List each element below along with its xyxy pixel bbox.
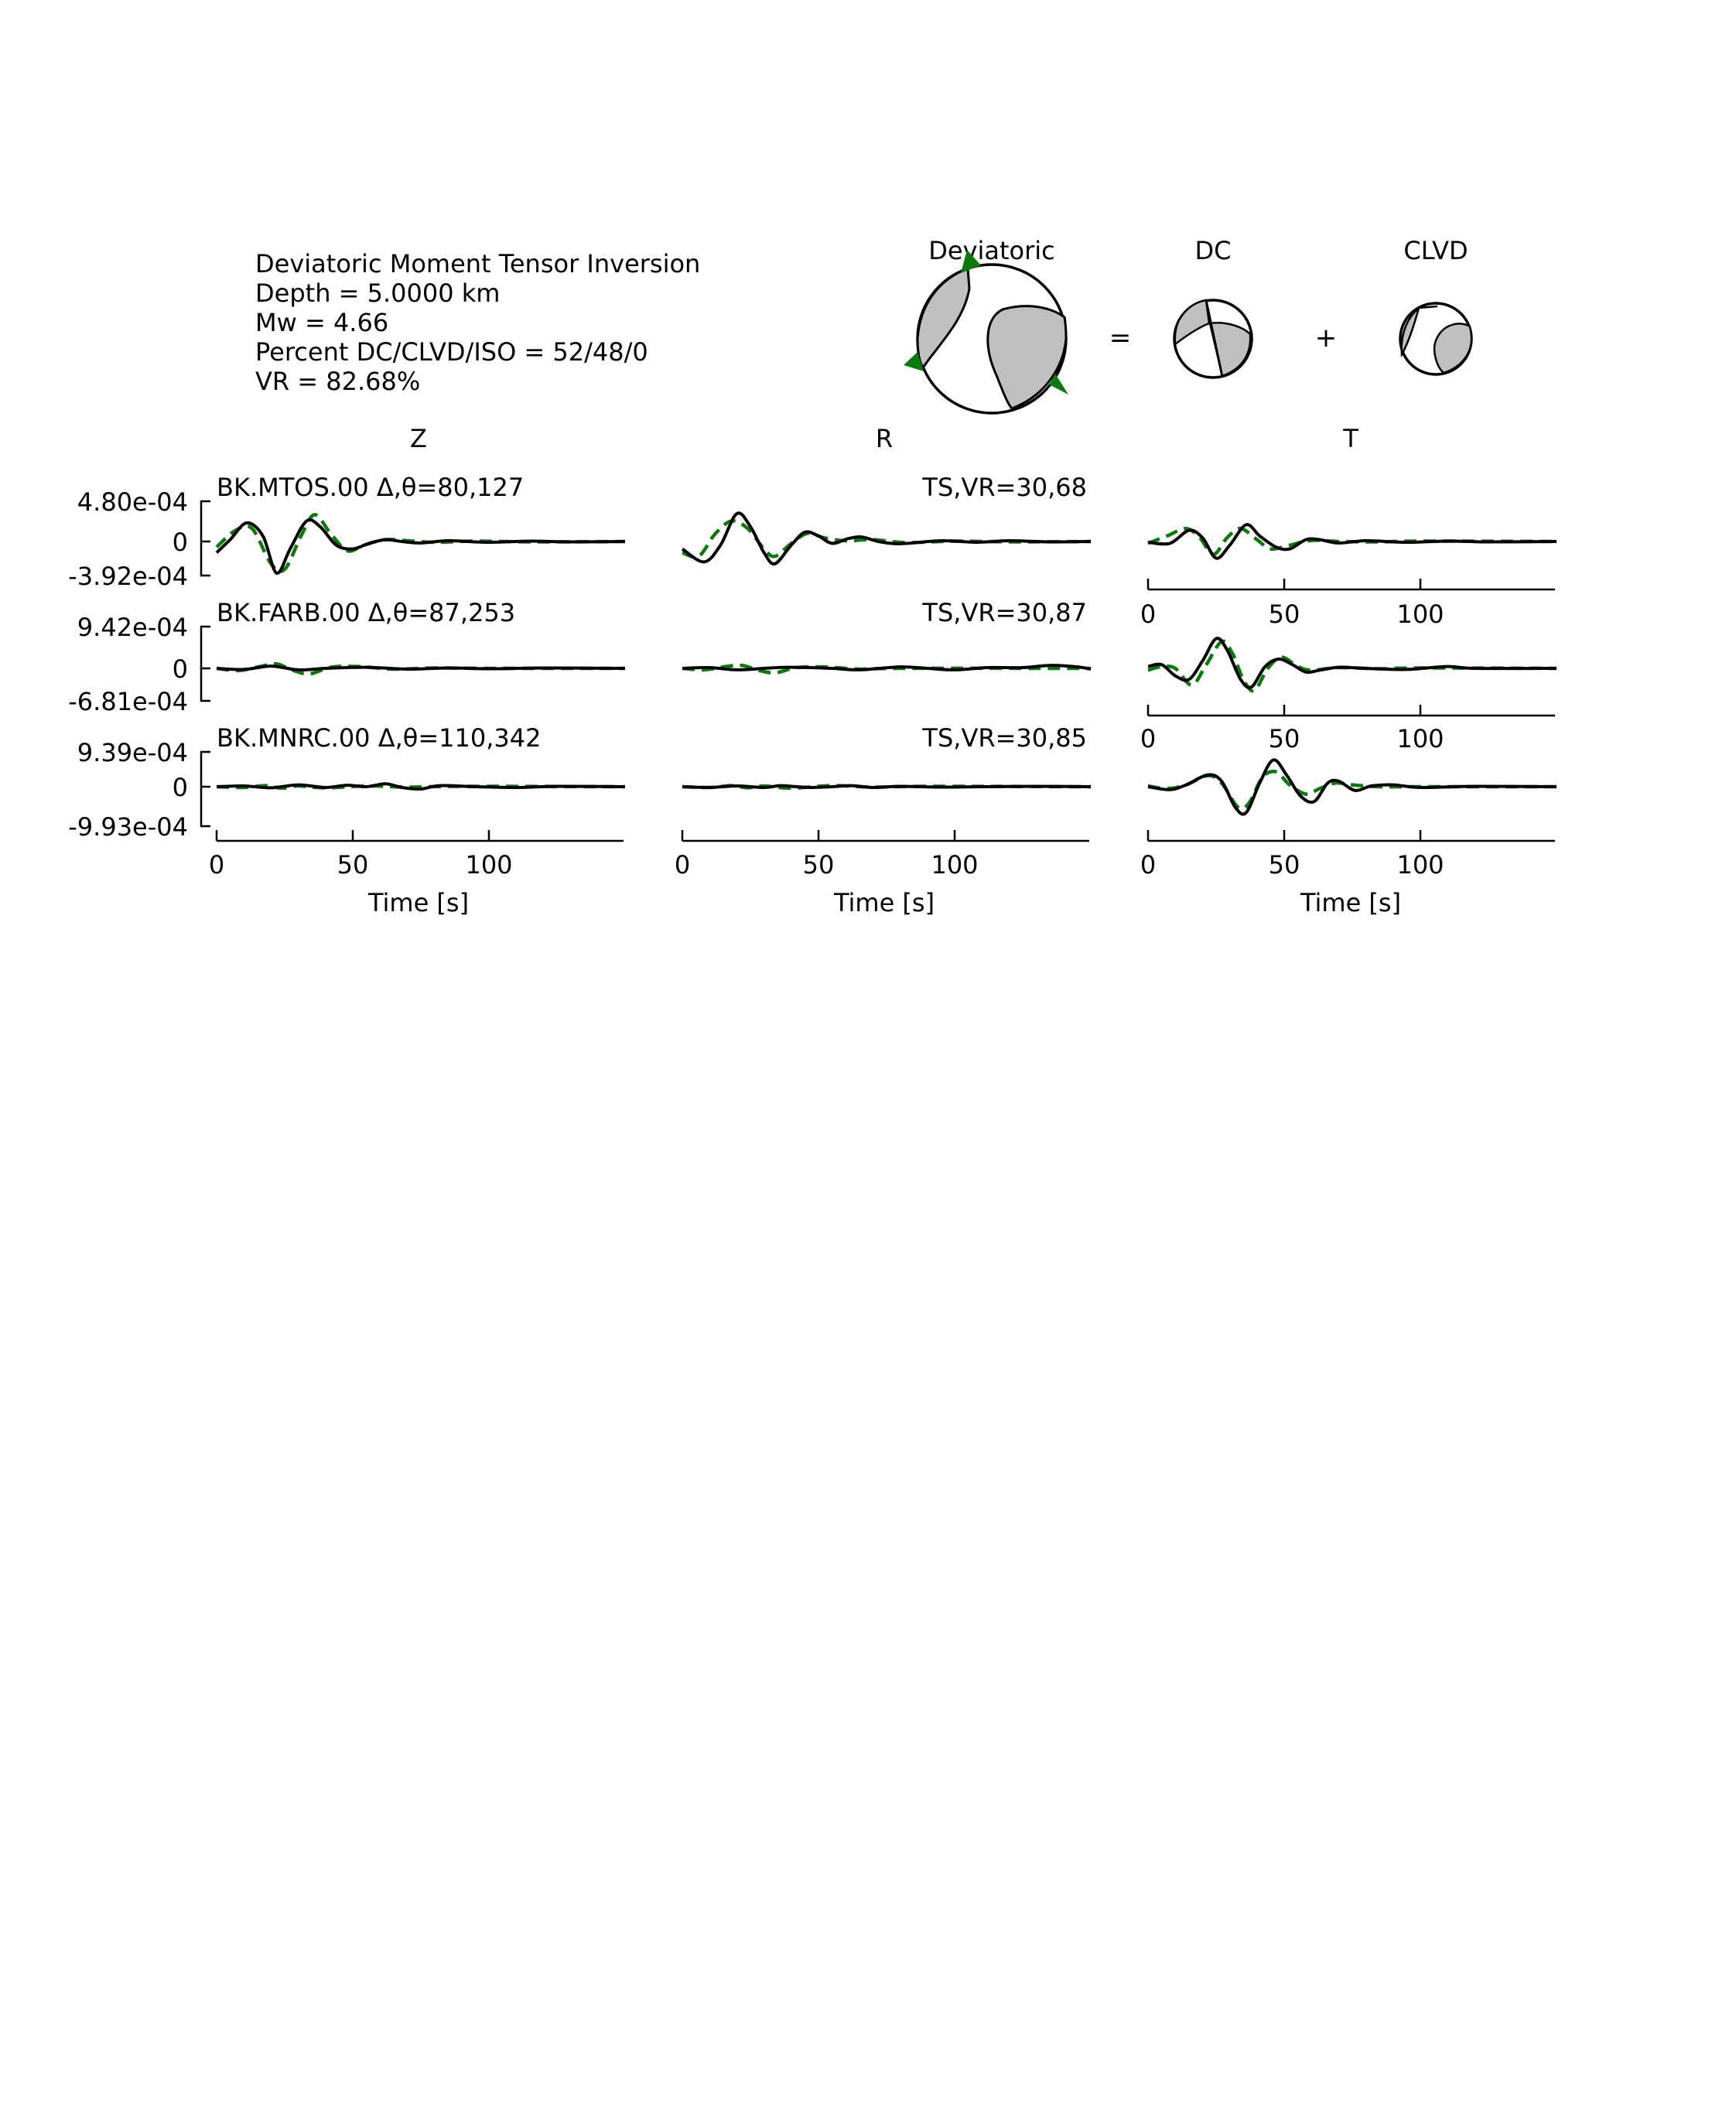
ytick-mtos-min: -3.92e-04 <box>68 562 188 591</box>
trace-observed-mnrc-z <box>216 782 626 791</box>
station-marker-top <box>961 250 981 273</box>
ytick-mtos-zero: 0 <box>173 528 188 557</box>
xtick-t2-100: 100 <box>1396 724 1444 753</box>
x-axis-t-row1: 0 50 100 <box>1140 579 1555 629</box>
dc-title: DC <box>1195 236 1232 265</box>
xtick-r-0: 0 <box>675 850 690 880</box>
trace-observed-farb-t <box>1147 637 1557 689</box>
trace-observed-mnrc-r <box>682 784 1092 790</box>
xtick-t3-100: 100 <box>1396 850 1444 880</box>
xlabel-z: Time [s] <box>367 888 469 917</box>
component-header-t: T <box>1342 424 1358 453</box>
xlabel-t: Time [s] <box>1300 888 1401 917</box>
station-label-mtos: BK.MTOS.00 Δ,θ=80,127 <box>217 473 524 502</box>
xtick-z-50: 50 <box>337 850 369 880</box>
trace-observed-farb-r <box>682 664 1092 671</box>
xtick-r-50: 50 <box>803 850 835 880</box>
deviatoric-title: Deviatoric <box>928 236 1055 265</box>
trace-observed-mnrc-t <box>1147 758 1557 816</box>
xtick-t1-100: 100 <box>1396 600 1444 629</box>
trace-observed-mtos-r <box>681 511 1092 565</box>
xtick-t2-50: 50 <box>1269 724 1300 753</box>
station-label-farb: BK.FARB.00 Δ,θ=87,253 <box>217 598 515 627</box>
fit-label-farb: TS,VR=30,87 <box>921 598 1087 627</box>
ytick-farb-min: -6.81e-04 <box>68 687 188 716</box>
trace-synthetic-mtos-z <box>215 513 626 573</box>
ytick-farb-zero: 0 <box>173 654 188 684</box>
plus-sign: + <box>1315 323 1338 354</box>
component-header-r: R <box>876 424 893 453</box>
dc-compressional-nw <box>1174 299 1211 347</box>
beachball-titles: Deviatoric DC CLVD = + <box>928 236 1468 354</box>
xtick-z-0: 0 <box>209 850 224 880</box>
component-headers: Z R T <box>410 424 1358 453</box>
summary-percent: Percent DC/CLVD/ISO = 52/48/0 <box>255 337 648 367</box>
y-axis-farb: 9.42e-04 0 -6.81e-04 <box>68 613 210 716</box>
ytick-mnrc-zero: 0 <box>173 773 188 802</box>
equals-sign: = <box>1109 323 1132 354</box>
x-axis-z-bottom: 0 50 100 Time [s] <box>209 830 624 917</box>
xlabel-r: Time [s] <box>833 888 935 917</box>
ytick-mnrc-max: 9.39e-04 <box>77 738 188 767</box>
clvd-beachball <box>1399 302 1473 376</box>
y-axes: 4.80e-04 0 -3.92e-04 9.42e-04 0 -6.81e-0… <box>68 487 210 842</box>
xtick-z-100: 100 <box>465 850 512 880</box>
summary-mw: Mw = 4.66 <box>255 308 388 337</box>
component-header-z: Z <box>410 424 427 453</box>
station-marker-left <box>904 352 924 371</box>
xtick-t3-0: 0 <box>1140 850 1156 880</box>
x-axis-t-bottom: 0 50 100 Time [s] <box>1140 830 1555 917</box>
summary-title: Deviatoric Moment Tensor Inversion <box>255 249 700 278</box>
fit-label-mtos: TS,VR=30,68 <box>921 473 1087 502</box>
summary-vr: VR = 82.68% <box>255 367 420 396</box>
xtick-t2-0: 0 <box>1140 724 1156 753</box>
clvd-compressional-right <box>1433 323 1473 374</box>
clvd-title: CLVD <box>1403 236 1468 265</box>
xtick-t1-0: 0 <box>1140 600 1156 629</box>
trace-observed-mtos-z <box>215 518 626 575</box>
clvd-compressional-left <box>1400 305 1421 358</box>
waveform-traces <box>215 511 1557 816</box>
y-axis-mnrc: 9.39e-04 0 -9.93e-04 <box>68 738 210 842</box>
ytick-mnrc-min: -9.93e-04 <box>68 812 188 842</box>
deviatoric-compressional-right <box>986 305 1068 410</box>
ytick-mtos-max: 4.80e-04 <box>77 487 188 517</box>
x-axis-r-bottom: 0 50 100 Time [s] <box>675 830 1089 917</box>
inversion-summary: Deviatoric Moment Tensor Inversion Depth… <box>255 249 700 396</box>
station-labels: BK.MTOS.00 Δ,θ=80,127 TS,VR=30,68 BK.FAR… <box>217 473 1087 753</box>
x-axes: 0 50 100 0 50 100 0 50 100 Time [s] 0 50… <box>209 579 1555 917</box>
ytick-farb-max: 9.42e-04 <box>77 613 188 642</box>
xtick-t1-50: 50 <box>1269 600 1300 629</box>
y-axis-mtos: 4.80e-04 0 -3.92e-04 <box>68 487 210 591</box>
station-label-mnrc: BK.MNRC.00 Δ,θ=110,342 <box>217 723 541 753</box>
deviatoric-beachball <box>904 250 1068 415</box>
trace-observed-farb-z <box>216 664 626 671</box>
dc-beachball <box>1173 299 1253 379</box>
xtick-t3-50: 50 <box>1269 850 1300 880</box>
trace-observed-mtos-t <box>1147 523 1557 560</box>
fit-label-mnrc: TS,VR=30,85 <box>921 723 1087 753</box>
summary-depth: Depth = 5.0000 km <box>255 278 500 308</box>
trace-synthetic-mtos-r <box>682 519 1092 559</box>
xtick-r-100: 100 <box>931 850 978 880</box>
station-marker-right <box>1049 374 1068 395</box>
x-axis-t-row2: 0 50 100 <box>1140 705 1555 753</box>
